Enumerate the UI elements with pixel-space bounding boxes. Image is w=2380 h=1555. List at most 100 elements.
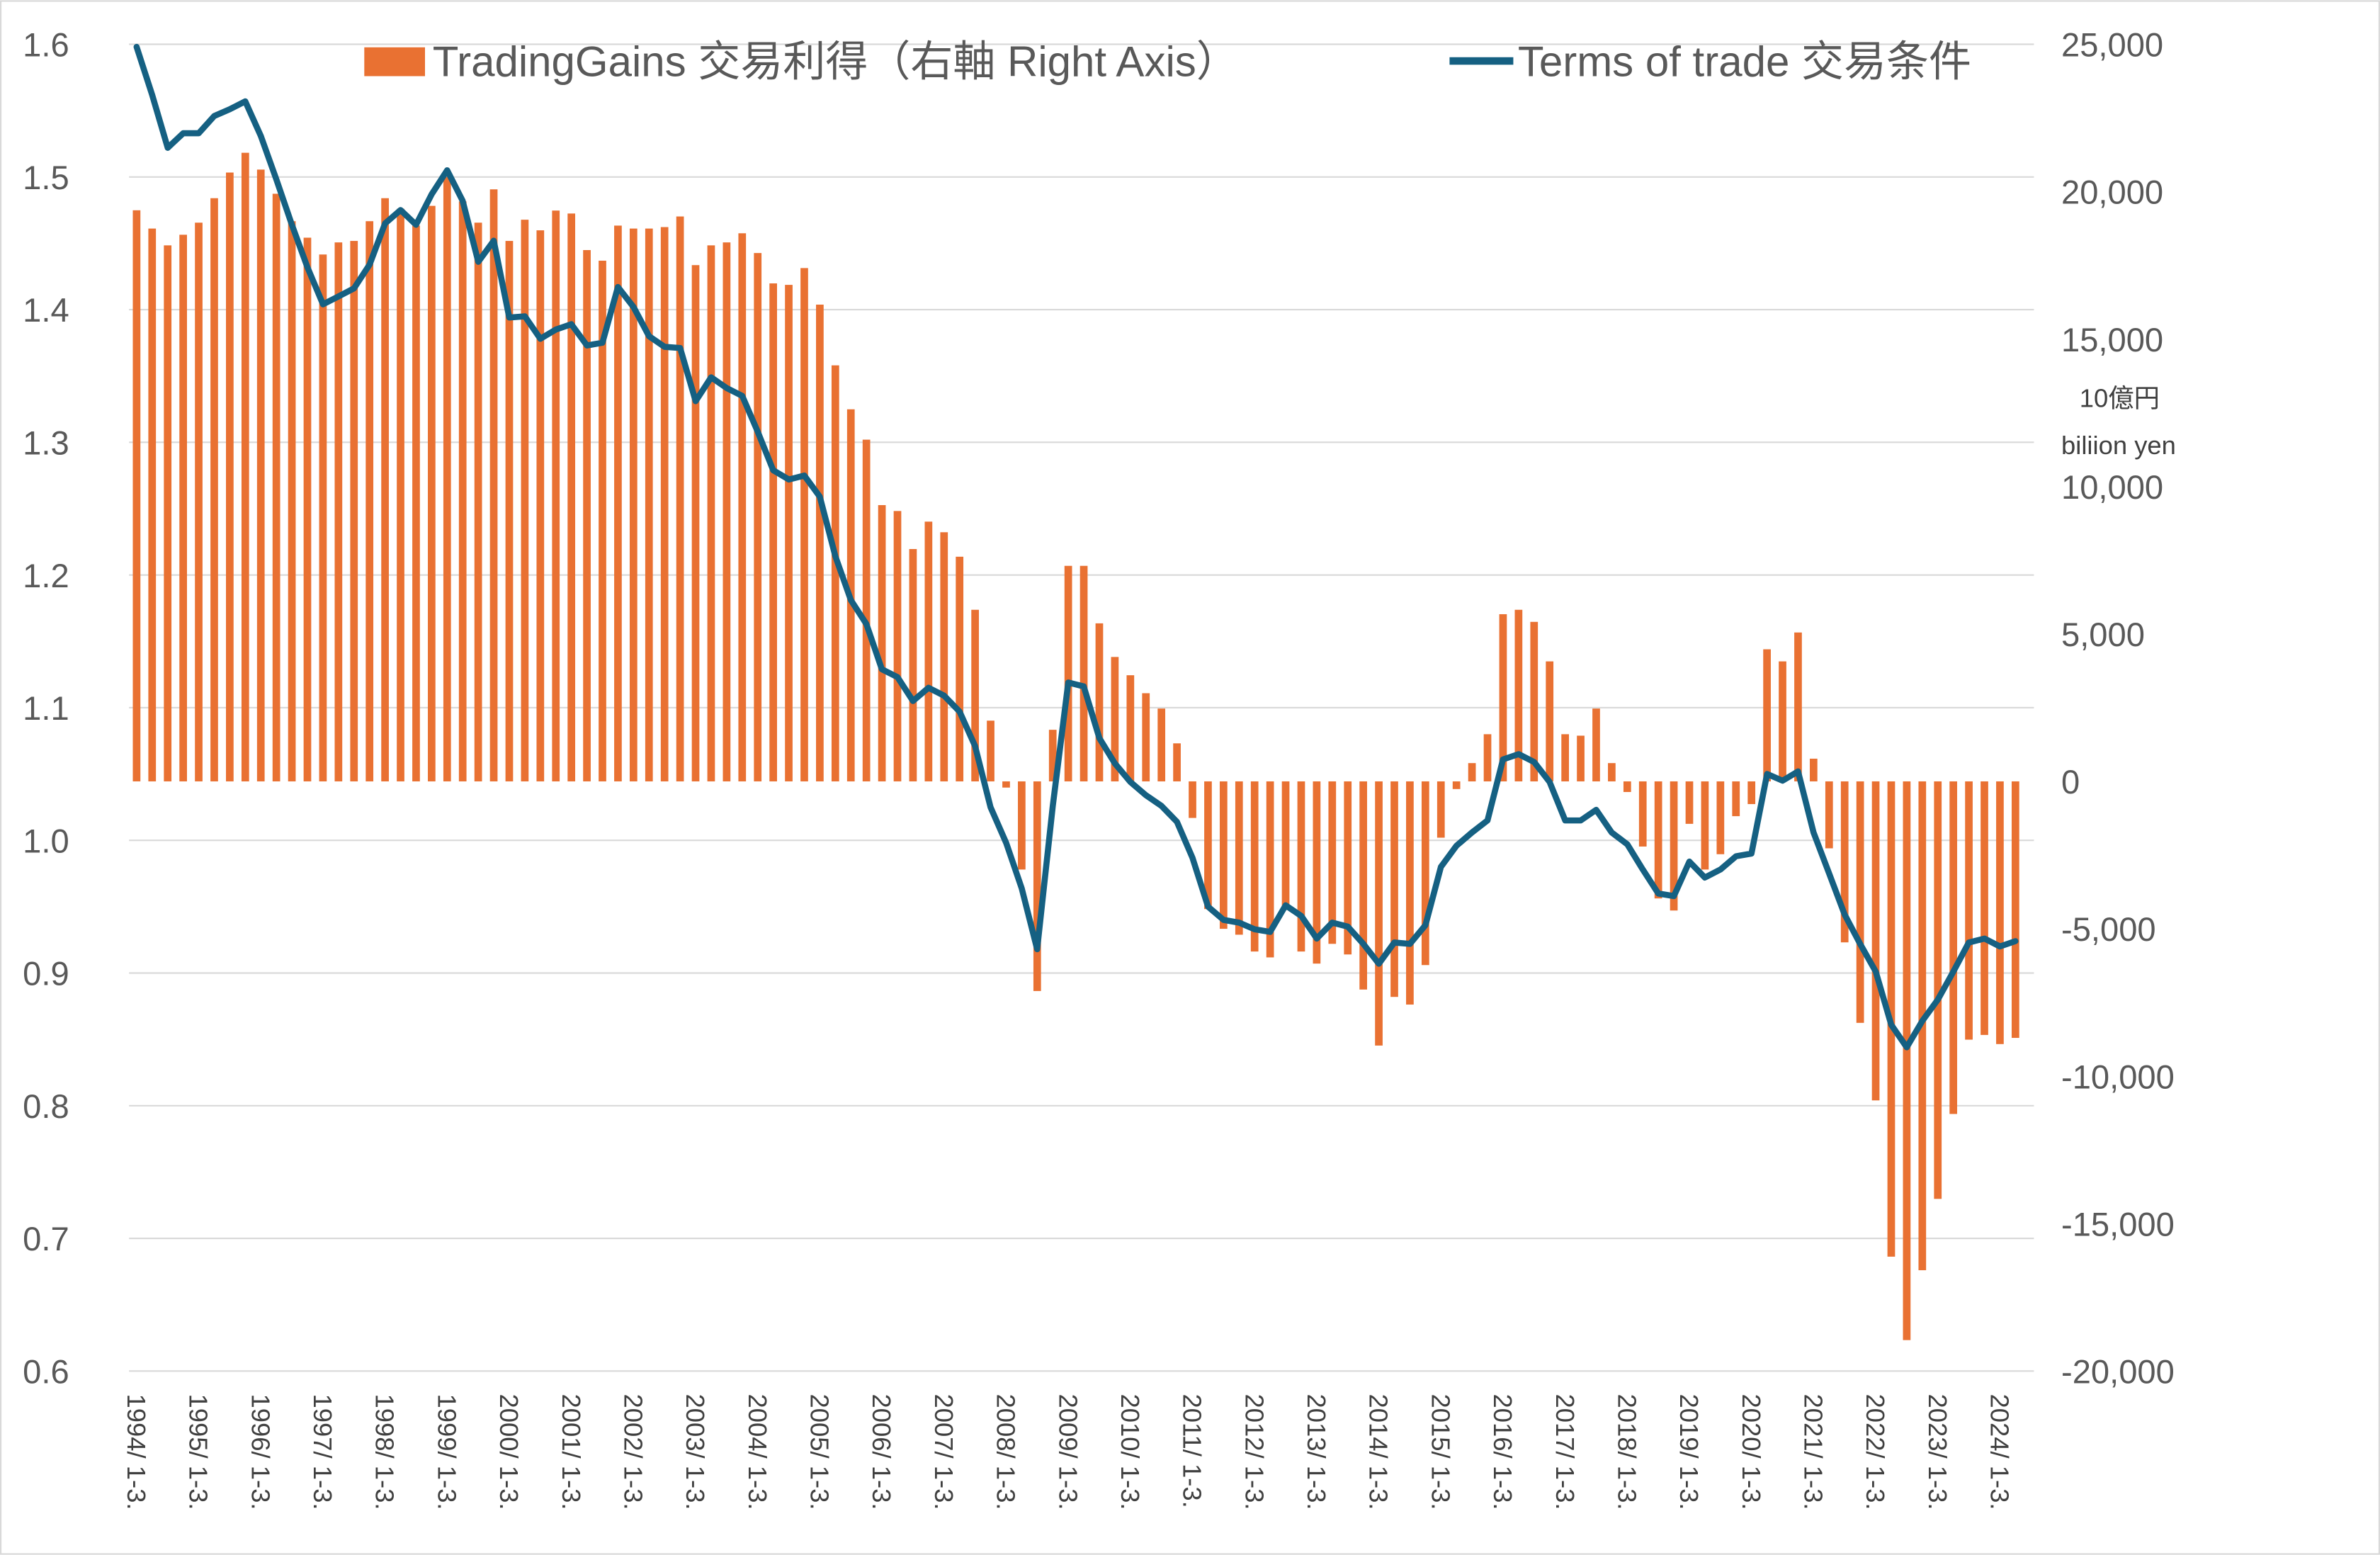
bar [1002, 781, 1010, 788]
bar [1297, 781, 1305, 952]
bar [1080, 565, 1088, 781]
left-axis-tick-label: 1.1 [23, 689, 69, 727]
bar [1638, 781, 1647, 847]
x-axis-tick-label: 2000/ 1-3. [494, 1394, 523, 1510]
left-axis-tick-label: 0.9 [23, 955, 69, 993]
x-axis-tick-label: 2007/ 1-3. [929, 1394, 958, 1510]
bar [1903, 781, 1911, 1340]
bar [1965, 781, 1973, 1040]
bar [1344, 781, 1352, 955]
bar [366, 221, 374, 781]
bar [1220, 781, 1228, 929]
bar [489, 189, 498, 781]
bar [1328, 781, 1337, 944]
bar [1530, 621, 1538, 781]
x-axis-tick-label: 2006/ 1-3. [867, 1394, 896, 1510]
bar [1747, 781, 1756, 805]
x-axis-tick-label: 2014/ 1-3. [1364, 1393, 1393, 1510]
bar [583, 250, 591, 781]
bar [350, 241, 358, 781]
x-axis-tick-label: 2008/ 1-3. [992, 1394, 1021, 1510]
bar [1421, 781, 1429, 966]
legend: TradingGains 交易利得（右軸 Right Axis） Terms o… [364, 38, 1971, 86]
bar [614, 225, 622, 781]
bar [1514, 609, 1523, 781]
bar [1825, 781, 1833, 849]
bar [1250, 781, 1259, 952]
bar [1794, 632, 1802, 781]
x-axis-tick-label: 2003/ 1-3. [681, 1394, 710, 1510]
bar [1189, 781, 1196, 818]
bar [691, 265, 700, 781]
legend-bar-swatch [364, 47, 425, 77]
bar [1281, 781, 1290, 907]
bar [645, 228, 653, 781]
bar [148, 228, 157, 781]
bar [474, 222, 482, 781]
x-axis-tick-label: 2004/ 1-3. [743, 1394, 772, 1510]
x-axis-tick-label: 2024/ 1-3. [1985, 1394, 2014, 1510]
x-axis-tick-label: 2020/ 1-3. [1737, 1394, 1766, 1510]
x-axis-tick-label: 1998/ 1-3. [370, 1394, 400, 1510]
bar [1390, 781, 1398, 997]
bar [1266, 781, 1274, 958]
bar [1810, 758, 1818, 781]
bar [1483, 734, 1492, 781]
right-axis-tick-label: 25,000 [2061, 26, 2163, 64]
bar [195, 222, 203, 781]
right-axis-tick-label: 15,000 [2061, 321, 2163, 358]
x-axis-tick-label: 2009/ 1-3. [1053, 1394, 1082, 1510]
left-axis-tick-label: 1.5 [23, 159, 69, 196]
bar [412, 225, 420, 781]
x-axis-ticks: 1994/ 1-3. 1995/ 1-3. 1996/ 1-3. 1997/ 1-3.… [122, 1393, 2014, 1510]
bar [816, 304, 824, 781]
bar [1701, 781, 1709, 870]
bar [381, 198, 389, 781]
bar [1949, 781, 1958, 1114]
bar [428, 205, 436, 781]
legend-label-terms-of-trade: Terms of trade 交易条件 [1518, 38, 1971, 85]
x-axis-tick-label: 2022/ 1-3. [1861, 1394, 1890, 1510]
bar [256, 169, 265, 781]
left-axis-tick-label: 1.0 [23, 822, 69, 859]
right-axis-unit-en: biliion yen [2061, 431, 2176, 460]
bar [1048, 730, 1057, 781]
x-axis-tick-label: 1996/ 1-3. [246, 1394, 275, 1510]
bar [505, 241, 514, 781]
left-axis-tick-label: 0.7 [23, 1220, 69, 1257]
bar [1732, 781, 1740, 817]
bar [288, 221, 296, 781]
x-axis-tick-label: 2010/ 1-3. [1116, 1394, 1145, 1510]
right-axis-tick-label: 0 [2061, 763, 2080, 801]
bar [1142, 693, 1150, 781]
x-axis-tick-label: 2013/ 1-3. [1302, 1393, 1331, 1510]
bar [458, 201, 467, 781]
bar [1033, 781, 1041, 991]
bar [334, 242, 343, 781]
bar [1359, 781, 1368, 990]
bar [1546, 661, 1554, 781]
x-axis-tick-label: 2021/ 1-3. [1799, 1394, 1828, 1510]
x-axis-tick-label: 2023/ 1-3. [1923, 1394, 1952, 1510]
left-axis-tick-label: 1.3 [23, 424, 69, 462]
bar [909, 549, 917, 781]
bar [1111, 657, 1119, 781]
bar [536, 230, 545, 781]
bar [164, 245, 172, 781]
x-axis-tick-label: 2019/ 1-3. [1674, 1394, 1704, 1510]
bar [567, 213, 576, 781]
bar [800, 268, 808, 781]
bar [878, 505, 886, 781]
bar [1654, 781, 1662, 899]
bar [1126, 675, 1135, 781]
bar [862, 439, 871, 781]
bar [1840, 781, 1849, 943]
right-axis-tick-label: 10,000 [2061, 468, 2163, 506]
bar [1561, 734, 1569, 781]
x-axis-tick-label: 2016/ 1-3. [1488, 1394, 1517, 1510]
bar [940, 532, 948, 781]
bar [1499, 613, 1507, 781]
right-axis-tick-label: -15,000 [2061, 1205, 2175, 1243]
bar-series-trading-gains [132, 152, 2019, 1340]
